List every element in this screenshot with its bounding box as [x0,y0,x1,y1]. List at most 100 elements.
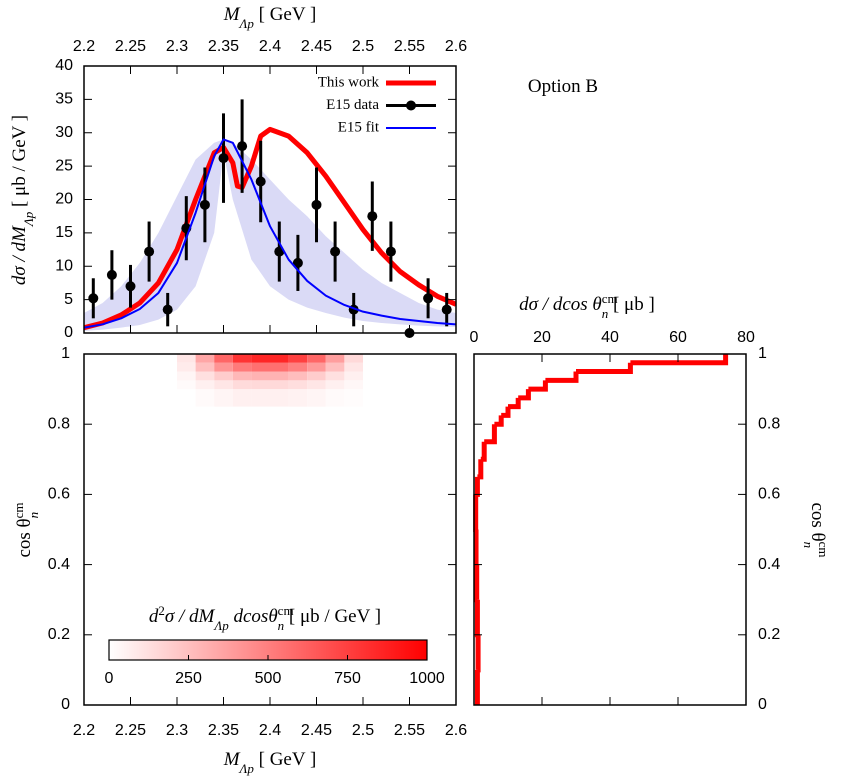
label-part: cos θ [807,502,828,541]
data-point [125,281,136,292]
histogram-step [630,354,729,366]
axis-label: MΛp [ GeV ] [223,4,317,31]
data-point [237,141,248,152]
y-tick-label: 0.8 [758,415,780,432]
axis-label: d2σ / dMΛp dcosθcm n [ μb / GeV ] [149,603,381,633]
label-part: n [802,542,817,549]
heatmap-cell [232,362,252,372]
data-point [441,304,452,315]
y-tick-label: 0.2 [758,626,780,643]
heatmap-cell [232,371,252,381]
x-tick-label: 2.2 [73,722,95,739]
heatmap-cell [214,389,233,407]
heatmap-cell [288,389,308,407]
y-tick-label: 0 [61,696,70,713]
heatmap-cell [214,354,233,363]
y-tick-label: 5 [64,291,73,308]
heatmap-cell [270,362,289,372]
data-point [162,304,173,315]
histogram-step [475,634,481,673]
heatmap-cell [251,380,270,390]
data-point [367,211,378,222]
colorbar-tick-label: 1000 [409,670,445,687]
axis-label: cos θcmn [11,502,41,557]
heatmap-cell [344,362,363,372]
heatmap-cell [288,380,308,390]
heatmap-cell [195,362,215,372]
x-tick-label: 2.55 [394,38,425,55]
label-part: cm [278,603,294,618]
heatmap-cell [307,371,326,381]
label-part: dσ / dcos θ [519,294,602,315]
data-point [385,246,396,257]
y-tick-label: 25 [55,157,73,174]
axis-label: MΛp [ GeV ] [223,749,317,776]
heatmap-cell [251,371,270,381]
heatmap-cell [177,389,196,407]
heatmap-cell [344,354,363,363]
label-part: [ GeV ] [254,4,316,25]
heatmap-cell [270,389,289,407]
histogram-step [474,476,480,497]
heatmap-cell [177,371,196,381]
label-part: [ μb ] [608,294,655,315]
y-tick-label: 0 [758,696,767,713]
x-tick-label: 2.35 [208,38,239,55]
y-tick-label: 0.6 [48,486,70,503]
axis-label: dσ / dMΛp [ μb / GeV ] [9,115,36,285]
label-part: M [223,4,241,25]
x-tick-label: 60 [669,329,687,346]
label-part: Λp [212,618,229,633]
data-point [311,199,322,210]
colorbar-tick-label: 500 [255,670,282,687]
histogram-step [508,397,521,410]
histogram-step [518,389,531,401]
heatmap-cell [195,380,215,390]
heatmap-cell [344,380,363,390]
label-part: [ μb / GeV ] [284,606,381,627]
x-tick-label: 2.25 [115,38,146,55]
heatmap-cell [232,380,252,390]
x-tick-label: 2.35 [208,722,239,739]
label-part: cos θ [14,518,35,557]
histogram-step [494,415,504,427]
legend-marker [406,100,416,111]
x-tick-label: 0 [470,329,479,346]
label-part: Λp [238,16,255,31]
annotation: Option B [528,76,598,97]
label-part: [ μb / GeV ] [9,115,30,212]
label-part: Λp [21,211,36,228]
label-part: σ / dM [165,606,216,627]
heatmap-cell [251,354,270,363]
heatmap-cell [325,362,345,372]
heatmap-cell [214,380,233,390]
heatmap-cell [177,380,196,390]
label-part: M [223,749,241,770]
data-point [218,153,229,164]
series-line [84,138,456,329]
label-part: 2 [158,603,165,618]
heatmap-cell [195,371,215,381]
heatmap-cell [251,389,270,407]
x-tick-label: 2.3 [166,722,188,739]
legend-label: E15 fit [338,119,380,135]
data-point [330,246,341,257]
heatmap-cell [288,371,308,381]
heatmap-cell [307,389,326,407]
y-tick-label: 0.8 [48,415,70,432]
x-tick-label: 2.6 [445,722,467,739]
x-tick-label: 2.4 [259,722,281,739]
heatmap-cell [270,380,289,390]
series-line [84,126,456,331]
heatmap-cell [177,354,196,363]
x-tick-label: 2.55 [394,722,425,739]
histogram-step [545,371,579,383]
x-tick-label: 2.45 [301,38,332,55]
legend-label: E15 data [326,97,379,113]
histogram-step [474,599,480,638]
heatmap-cell [288,362,308,372]
histogram-step [477,459,484,480]
label-part: n [602,306,609,321]
y-tick-label: 0.4 [758,556,780,573]
